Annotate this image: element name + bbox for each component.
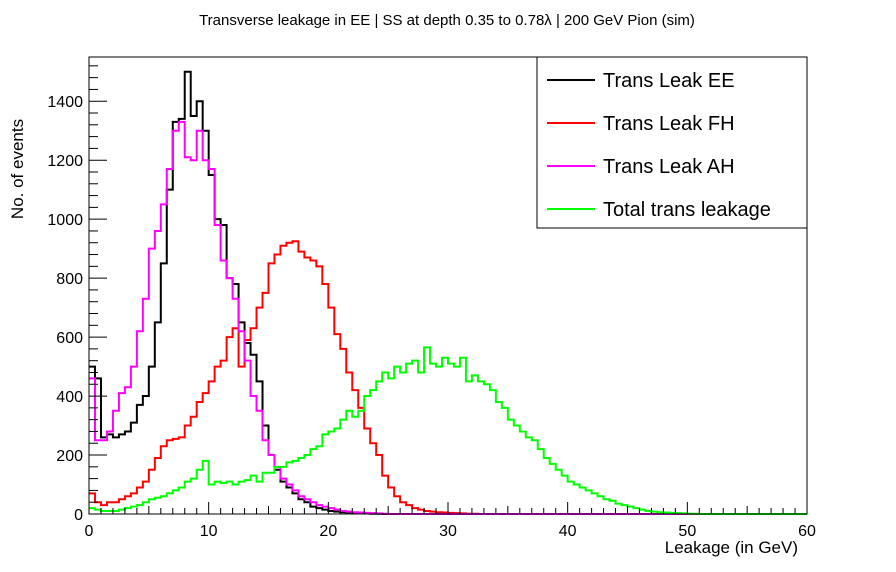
- x-axis-label: Leakage (in GeV): [665, 538, 798, 557]
- y-tick-label: 200: [56, 448, 83, 465]
- x-tick-label: 40: [559, 523, 577, 540]
- y-tick-label: 600: [56, 330, 83, 347]
- x-tick-label: 20: [319, 523, 337, 540]
- x-tick-label: 60: [798, 523, 816, 540]
- y-tick-label: 0: [74, 507, 83, 524]
- x-tick-label: 30: [439, 523, 457, 540]
- y-tick-label: 400: [56, 389, 83, 406]
- chart-title: Transverse leakage in EE | SS at depth 0…: [199, 12, 695, 29]
- x-tick-label: 0: [85, 523, 94, 540]
- y-axis-label: No. of events: [8, 119, 27, 219]
- y-tick-label: 1200: [47, 153, 83, 170]
- y-tick-label: 1000: [47, 212, 83, 229]
- y-axis: 0 200 400 600 800 1000 1200 1400: [47, 65, 107, 524]
- legend-label: Total trans leakage: [603, 199, 771, 221]
- legend-label: Trans Leak EE: [603, 70, 735, 92]
- y-tick-label: 800: [56, 271, 83, 288]
- legend-box: [536, 56, 808, 229]
- series-line-3: [89, 346, 807, 515]
- legend-label: Trans Leak AH: [603, 156, 735, 178]
- y-tick-label: 1400: [47, 94, 83, 111]
- x-tick-label: 10: [200, 523, 218, 540]
- x-tick-label: 50: [678, 523, 696, 540]
- legend-label: Trans Leak FH: [603, 113, 735, 135]
- legend: Trans Leak EE Trans Leak FH Trans Leak AH T…: [536, 56, 808, 229]
- x-axis: 0 10 20 30 40 50 60: [85, 502, 816, 540]
